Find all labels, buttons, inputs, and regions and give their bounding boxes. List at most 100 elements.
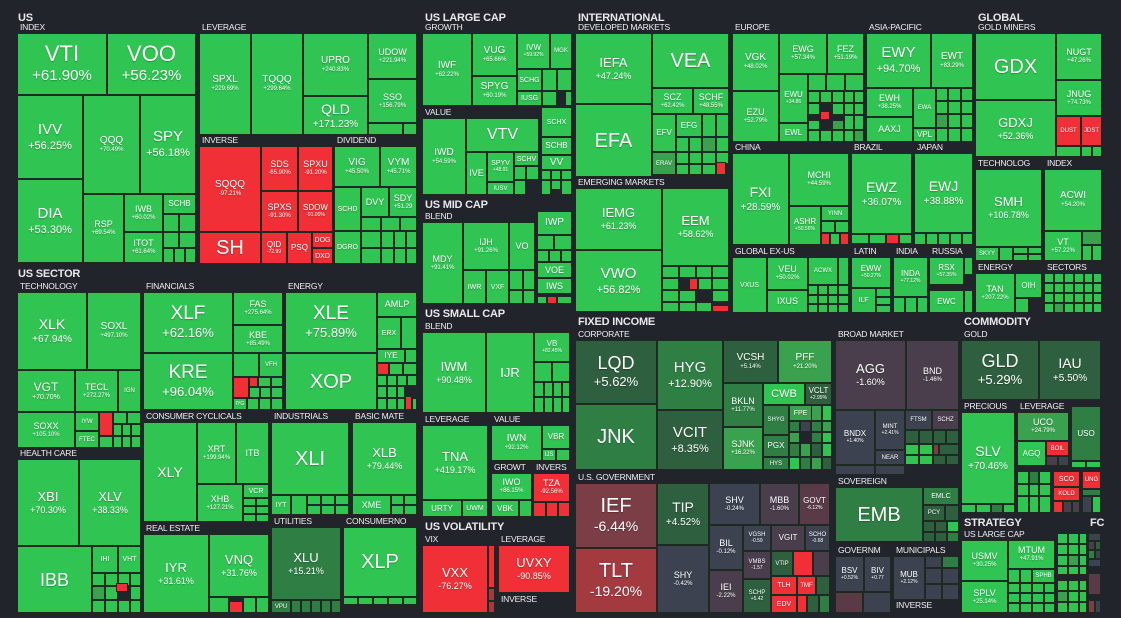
minor-etf-tile[interactable] bbox=[488, 545, 495, 588]
etf-tile-near[interactable]: NEAR bbox=[875, 450, 905, 465]
etf-tile-itb[interactable]: ITB bbox=[236, 422, 269, 484]
etf-tile-fpe[interactable]: FPE bbox=[789, 405, 812, 421]
minor-etf-tile[interactable] bbox=[828, 295, 838, 304]
minor-etf-tile[interactable] bbox=[405, 396, 412, 410]
minor-etf-tile[interactable] bbox=[99, 412, 113, 436]
etf-tile-vig[interactable]: VIG +45.50% bbox=[334, 146, 380, 187]
etf-tile-ibb[interactable]: IBB bbox=[17, 546, 92, 613]
minor-etf-tile[interactable] bbox=[961, 128, 973, 142]
etf-tile-rsx[interactable]: RSX +57.35% bbox=[929, 257, 964, 285]
etf-tile-ivv[interactable]: IVV +56.25% bbox=[17, 95, 83, 179]
minor-etf-tile[interactable] bbox=[1003, 504, 1015, 513]
minor-etf-tile[interactable] bbox=[514, 180, 526, 195]
minor-etf-tile[interactable] bbox=[1017, 471, 1029, 484]
minor-etf-tile[interactable] bbox=[822, 405, 832, 421]
minor-etf-tile[interactable] bbox=[534, 362, 552, 382]
etf-tile-spyg[interactable]: SPYG +60.19% bbox=[472, 76, 517, 106]
minor-etf-tile[interactable] bbox=[1029, 496, 1039, 513]
minor-etf-tile[interactable] bbox=[552, 362, 570, 382]
minor-etf-tile[interactable] bbox=[822, 457, 832, 470]
etf-tile-hyg[interactable]: HYG +12.90% bbox=[657, 340, 723, 410]
etf-tile-vcit[interactable]: VCIT +8.35% bbox=[657, 410, 723, 470]
minor-etf-tile[interactable] bbox=[243, 514, 256, 522]
minor-etf-tile[interactable] bbox=[394, 248, 406, 264]
minor-etf-tile[interactable] bbox=[832, 130, 844, 142]
etf-tile-gdxj[interactable]: GDXJ +52.36% bbox=[975, 100, 1056, 157]
etf-tile-iwn[interactable]: IWN +92.12% bbox=[491, 425, 542, 461]
minor-etf-tile[interactable] bbox=[820, 130, 832, 142]
etf-tile-xlp[interactable]: XLP bbox=[343, 527, 417, 597]
subgroup-header-dividend[interactable]: DIVIDEND bbox=[334, 135, 417, 146]
subgroup-header-us-large-cap[interactable]: US LARGE CAP bbox=[961, 529, 1055, 540]
etf-tile-aaxj[interactable]: AAXJ bbox=[866, 117, 913, 142]
subgroup-header-health-care[interactable]: HEALTH CARE bbox=[17, 448, 141, 459]
minor-etf-tile[interactable] bbox=[247, 398, 259, 410]
etf-tile-bsv[interactable]: BSV +0.52% bbox=[835, 556, 864, 592]
etf-tile-iyt[interactable]: IYT bbox=[271, 495, 291, 515]
etf-tile-amlp[interactable]: AMLP bbox=[377, 292, 417, 317]
etf-tile-ihi[interactable]: IHI bbox=[92, 546, 118, 573]
subgroup-header-value[interactable]: VALUE bbox=[422, 107, 539, 118]
minor-etf-tile[interactable] bbox=[1081, 146, 1092, 157]
minor-etf-tile[interactable] bbox=[933, 455, 946, 465]
minor-etf-tile[interactable] bbox=[1088, 600, 1095, 613]
etf-tile-vxf[interactable]: VXF bbox=[486, 270, 509, 304]
minor-etf-tile[interactable] bbox=[335, 505, 349, 515]
minor-etf-tile[interactable] bbox=[1084, 273, 1093, 283]
etf-tile-usmv[interactable]: USMV +30.25% bbox=[961, 540, 1008, 581]
minor-etf-tile[interactable] bbox=[948, 101, 961, 114]
etf-tile-scho[interactable]: SCHO -0.68 bbox=[805, 525, 830, 551]
etf-tile-vug[interactable]: VUG +65.66% bbox=[472, 33, 517, 76]
minor-etf-tile[interactable] bbox=[807, 595, 819, 613]
minor-etf-tile[interactable] bbox=[412, 398, 417, 410]
minor-etf-tile[interactable] bbox=[1093, 273, 1102, 283]
minor-etf-tile[interactable] bbox=[105, 573, 118, 586]
etf-tile-iwm[interactable]: IWM +90.48% bbox=[422, 332, 486, 413]
minor-etf-tile[interactable] bbox=[789, 432, 800, 443]
minor-etf-tile[interactable] bbox=[1028, 254, 1042, 261]
minor-etf-tile[interactable] bbox=[397, 375, 407, 386]
minor-etf-tile[interactable] bbox=[830, 233, 840, 245]
minor-etf-tile[interactable] bbox=[92, 600, 105, 613]
minor-etf-tile[interactable] bbox=[509, 290, 523, 304]
minor-etf-tile[interactable] bbox=[1072, 501, 1080, 513]
etf-tile-xrt[interactable]: XRT +199.94% bbox=[197, 422, 236, 484]
minor-etf-tile[interactable] bbox=[1015, 298, 1029, 313]
minor-etf-tile[interactable] bbox=[696, 302, 712, 312]
minor-etf-tile[interactable] bbox=[557, 69, 572, 91]
etf-tile-voe[interactable]: VOE bbox=[537, 262, 572, 278]
minor-etf-tile[interactable] bbox=[179, 214, 196, 232]
etf-tile-uso[interactable]: USO bbox=[1071, 406, 1101, 461]
minor-etf-tile[interactable] bbox=[547, 296, 557, 304]
subgroup-header-inverse[interactable]: INVERSE bbox=[498, 594, 570, 605]
minor-etf-tile[interactable] bbox=[404, 495, 417, 505]
etf-tile-vcr[interactable]: VCR bbox=[243, 484, 269, 498]
etf-tile-soxx[interactable]: SOXX +105.10% bbox=[17, 412, 75, 448]
minor-etf-tile[interactable] bbox=[533, 502, 546, 517]
minor-etf-tile[interactable] bbox=[876, 297, 891, 305]
etf-tile-inda[interactable]: INDA +77.12% bbox=[893, 257, 928, 297]
subgroup-header-china[interactable]: CHINA bbox=[732, 142, 849, 153]
etf-tile-schb[interactable]: SCHB bbox=[163, 194, 196, 214]
minor-etf-tile[interactable] bbox=[936, 101, 948, 114]
subgroup-header-developed-markets[interactable]: DEVELOPED MARKETS bbox=[575, 22, 729, 33]
etf-tile-vmbs[interactable]: VMBS -1.57 bbox=[743, 551, 771, 579]
etf-tile-xlb[interactable]: XLB +79.44% bbox=[352, 422, 417, 495]
minor-etf-tile[interactable] bbox=[397, 398, 405, 410]
etf-tile-vb[interactable]: VB +82.45% bbox=[534, 332, 570, 362]
minor-etf-tile[interactable] bbox=[321, 600, 331, 613]
etf-tile-iyw[interactable]: IYW bbox=[75, 412, 99, 431]
etf-tile-ewg[interactable]: EWG +57.34% bbox=[779, 33, 827, 74]
minor-etf-tile[interactable] bbox=[1092, 245, 1102, 261]
minor-etf-tile[interactable] bbox=[127, 412, 141, 424]
minor-etf-tile[interactable] bbox=[1082, 245, 1092, 261]
etf-tile-jdst[interactable]: JDST bbox=[1081, 116, 1102, 146]
minor-etf-tile[interactable] bbox=[1020, 569, 1032, 583]
minor-etf-tile[interactable] bbox=[1074, 273, 1084, 283]
etf-tile-eww[interactable]: EWW +50.27% bbox=[851, 257, 891, 288]
etf-tile-bil[interactable]: BIL -0.12% bbox=[709, 525, 743, 570]
etf-tile-schd[interactable]: SCHD bbox=[334, 187, 361, 231]
minor-etf-tile[interactable] bbox=[406, 231, 417, 248]
minor-etf-tile[interactable] bbox=[562, 382, 570, 397]
minor-etf-tile[interactable] bbox=[991, 504, 1003, 513]
